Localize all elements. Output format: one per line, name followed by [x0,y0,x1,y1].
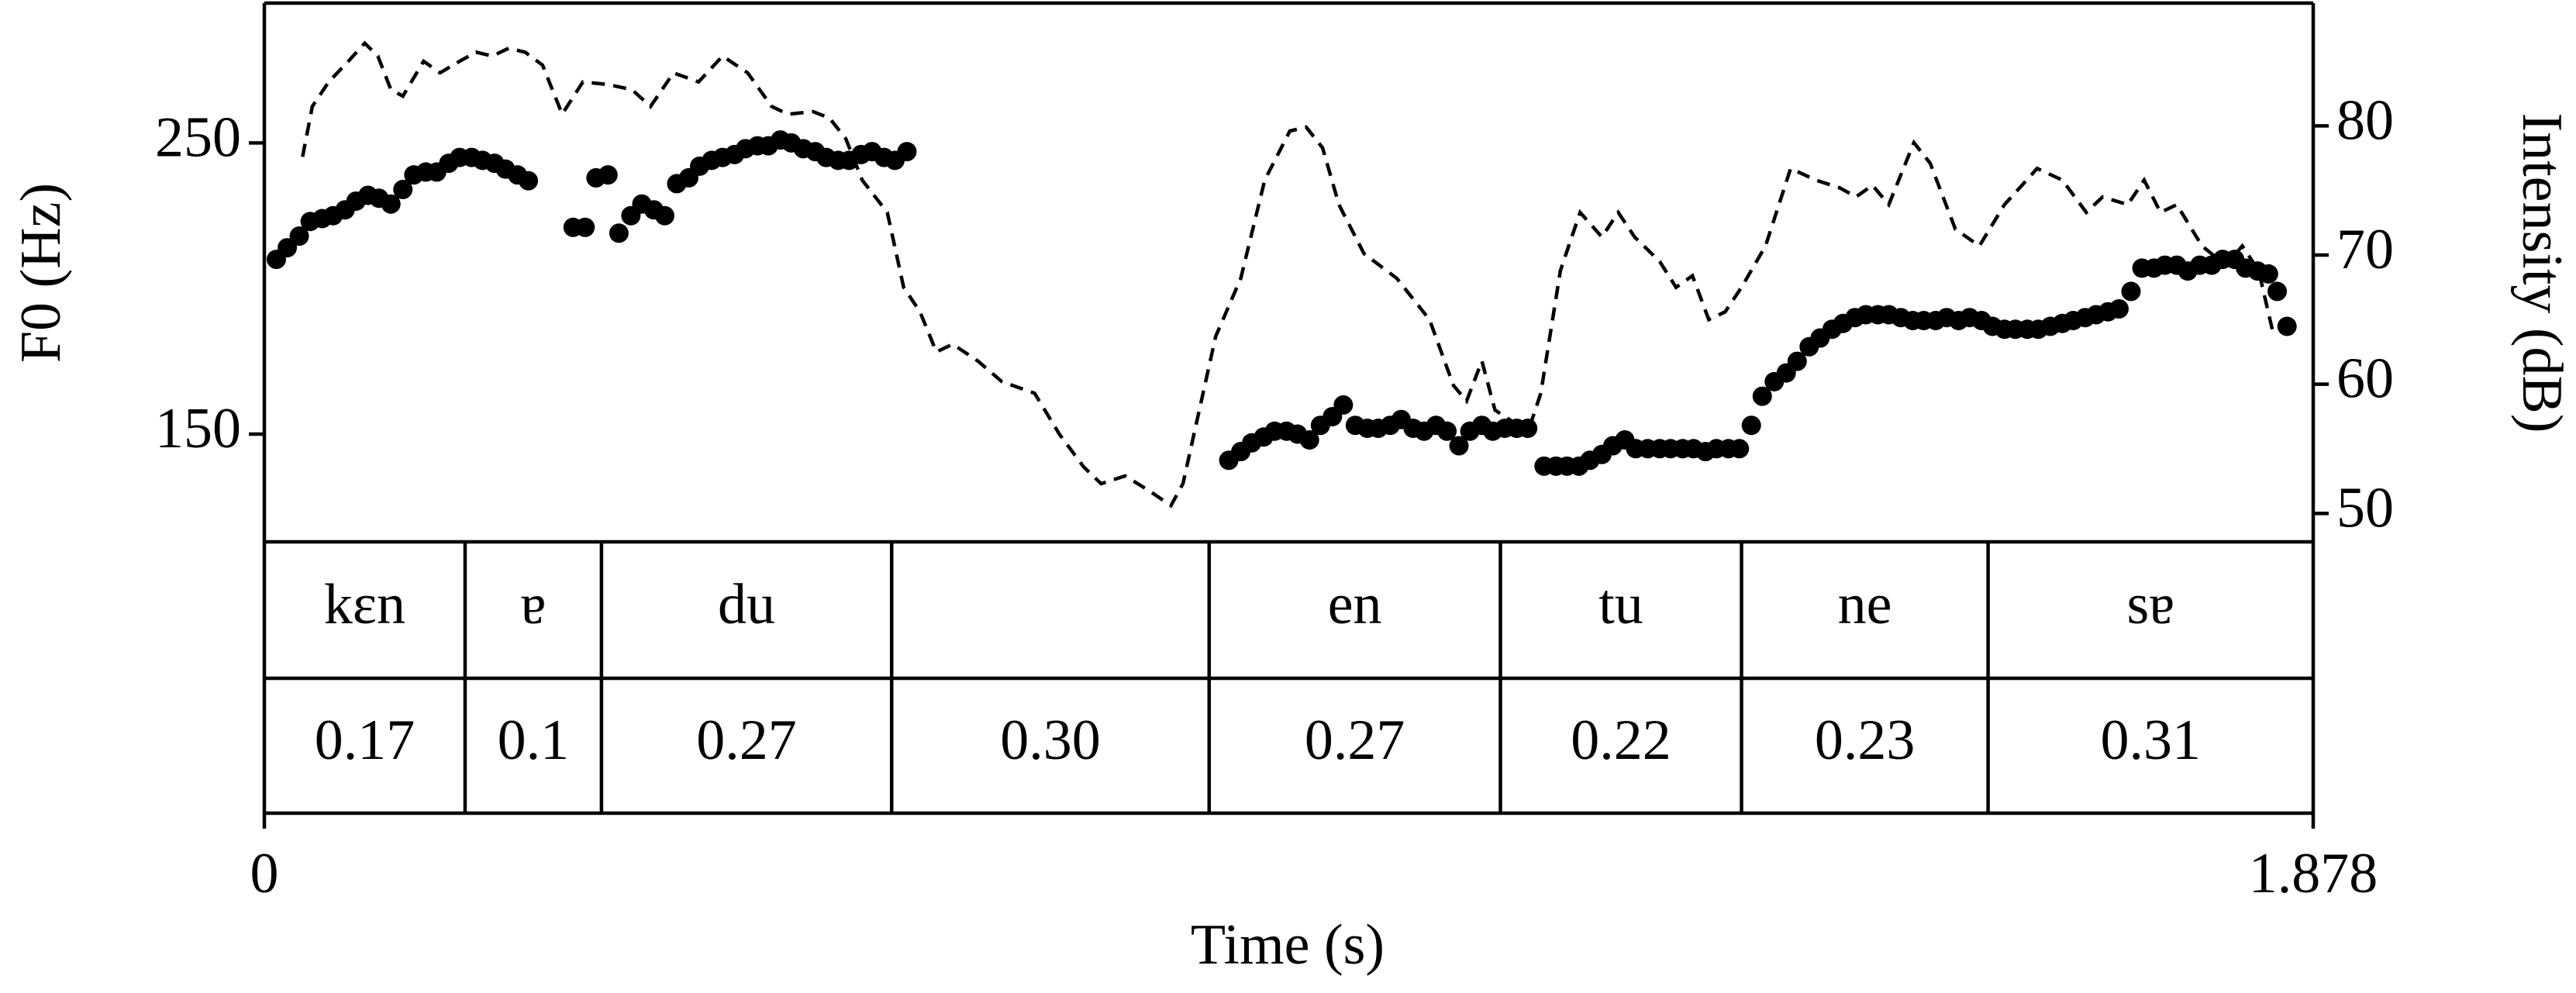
y-tick-label: 250 [155,105,241,169]
y-tick-label: 150 [155,397,241,460]
f0-point [1299,430,1319,450]
f0-point [519,171,539,191]
intensity-line [301,40,2276,509]
duration-label: 0.31 [2101,709,2202,772]
syllable-label: du [718,573,775,636]
syllable-label: kɛn [324,573,405,636]
x-tick-label: 0 [250,842,279,905]
syllable-label: tu [1598,573,1643,636]
f0-point [381,194,401,214]
f0-point [1449,436,1469,456]
f0-point [1729,439,1750,459]
f0-point [598,165,618,185]
x-axis-title: Time (s) [1191,913,1385,977]
f0-point [1437,421,1457,441]
f0-point [1333,395,1354,415]
f0-point [575,217,595,237]
f0-point [897,142,917,162]
y-axis-title: F0 (Hz) [9,183,73,363]
f0-point [1787,351,1807,371]
duration-label: 0.17 [315,709,416,772]
duration-label: 0.1 [498,709,570,772]
duration-label: 0.27 [1305,709,1405,772]
syllable-label: en [1328,573,1382,636]
f0-point [1752,386,1772,406]
f0-point [2121,281,2141,302]
f0-point [2258,264,2278,284]
x-tick-label: 1.878 [2249,842,2378,905]
f0-point [2109,298,2129,319]
duration-label: 0.22 [1571,709,1671,772]
duration-label: 0.30 [1000,709,1101,772]
syllable-label: ne [1838,573,1892,636]
y2-tick-label: 80 [2336,88,2394,152]
f0-point [2267,281,2288,302]
f0-point [278,238,298,258]
f0-point [1741,415,1761,436]
f0-point [289,226,309,247]
f0-point [609,223,629,243]
y2-tick-label: 70 [2336,218,2394,281]
y2-tick-label: 50 [2336,476,2394,540]
duration-label: 0.23 [1815,709,1916,772]
y2-tick-label: 60 [2336,347,2394,411]
f0-point [393,179,413,199]
y2-axis-title: Intensity (dB) [2510,112,2574,433]
syllable-label: sɐ [2126,573,2174,636]
f0-point [654,205,674,226]
duration-label: 0.27 [696,709,797,772]
f0-point [2277,316,2297,336]
syllable-label: ɐ [520,573,546,636]
